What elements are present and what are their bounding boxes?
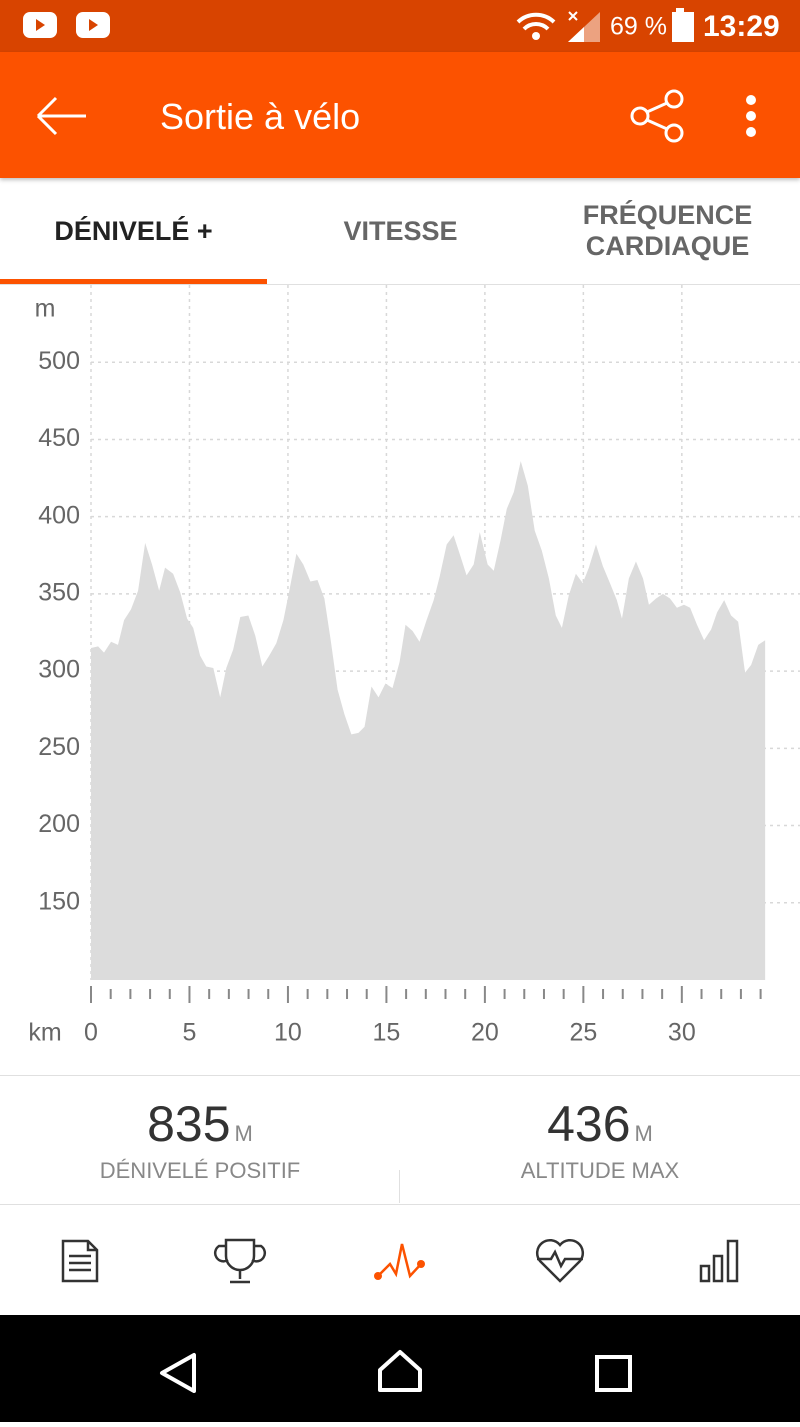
battery-level: 69 % [610,13,667,41]
status-icons: 69 % 13:29 [23,8,780,43]
no-data-icon [568,11,578,21]
signal-level [568,27,584,42]
menu-button[interactable] [738,94,764,138]
stat-value: 835 [147,1096,231,1152]
x-tick-label: 5 [183,1019,197,1047]
stats-divider [399,1170,400,1203]
stats-tab[interactable] [699,1239,739,1283]
youtube-icon-play [89,19,98,31]
clock: 13:29 [703,10,780,43]
y-tick-label: 450 [38,424,80,452]
x-tick-label: 30 [668,1019,696,1047]
home-nav[interactable] [378,1350,422,1392]
wifi-icon [516,12,556,31]
stat-label: ALTITUDE MAX [520,1158,680,1183]
system-nav-bar [0,1315,800,1422]
tab[interactable]: DÉNIVELÉ + [0,178,267,284]
youtube-icon-play [36,19,45,31]
x-tick-label: 20 [471,1019,499,1047]
tab-bar: DÉNIVELÉ + VITESSE FRÉQUENCE CARDIAQUE [0,178,800,285]
stat-unit: M [634,1121,653,1146]
y-tick-label: 250 [38,733,80,761]
achievements-tab[interactable] [214,1238,266,1284]
elevation-chart: 150 200 250 300 350 400 450 500 0 5 10 15 20 25 30 m km [28,285,800,1047]
stat-value: 436 [547,1096,631,1152]
y-tick-label: 300 [38,656,80,684]
y-tick-label: 150 [38,887,80,915]
battery-icon [672,12,694,42]
back-button[interactable] [30,92,90,140]
share-button[interactable] [626,88,688,144]
stat-label: DÉNIVELÉ POSITIF [99,1158,301,1183]
wifi-dot [532,32,540,40]
stat-value-row: 835 M [0,1096,400,1162]
x-tick-label: 10 [274,1019,302,1047]
stat-unit: M [234,1121,253,1146]
tab[interactable]: FRÉQUENCE CARDIAQUE [534,178,800,284]
y-tick-label: 500 [38,347,80,375]
analysis-dot [374,1272,382,1280]
status-bar: 69 % 13:29 [0,0,800,52]
tab-label: VITESSE [343,215,458,246]
analysis-dot [417,1260,425,1268]
app-bar [0,52,800,178]
y-axis-label: m [35,295,56,323]
elevation-area [91,461,766,980]
y-tick-label: 200 [38,810,80,838]
bottom-nav [61,1238,739,1284]
back-nav[interactable] [160,1353,196,1393]
tab-label: DÉNIVELÉ + [54,215,213,246]
x-tick-label: 25 [569,1019,597,1047]
stat-value-row: 436 M [400,1096,800,1162]
summary-tab[interactable] [61,1239,99,1283]
y-tick-label: 400 [38,501,80,529]
recents-nav[interactable] [595,1355,632,1392]
stats-panel: 835 M DÉNIVELÉ POSITIF 436 M ALTITUDE MAX [0,1075,800,1205]
analysis-tab[interactable] [377,1243,422,1279]
y-tick-label: 350 [38,578,80,606]
x-tick-label: 15 [373,1019,401,1047]
battery-cap [676,8,684,13]
x-tick-label: 0 [84,1019,98,1047]
x-axis-label: km [28,1019,61,1047]
tab-label: FRÉQUENCE CARDIAQUE [582,200,753,261]
app-title: Sortie à vélo [160,96,361,137]
tab[interactable]: VITESSE [267,178,534,284]
heart-rate-tab[interactable] [535,1238,585,1283]
system-nav-icons [160,1350,632,1393]
